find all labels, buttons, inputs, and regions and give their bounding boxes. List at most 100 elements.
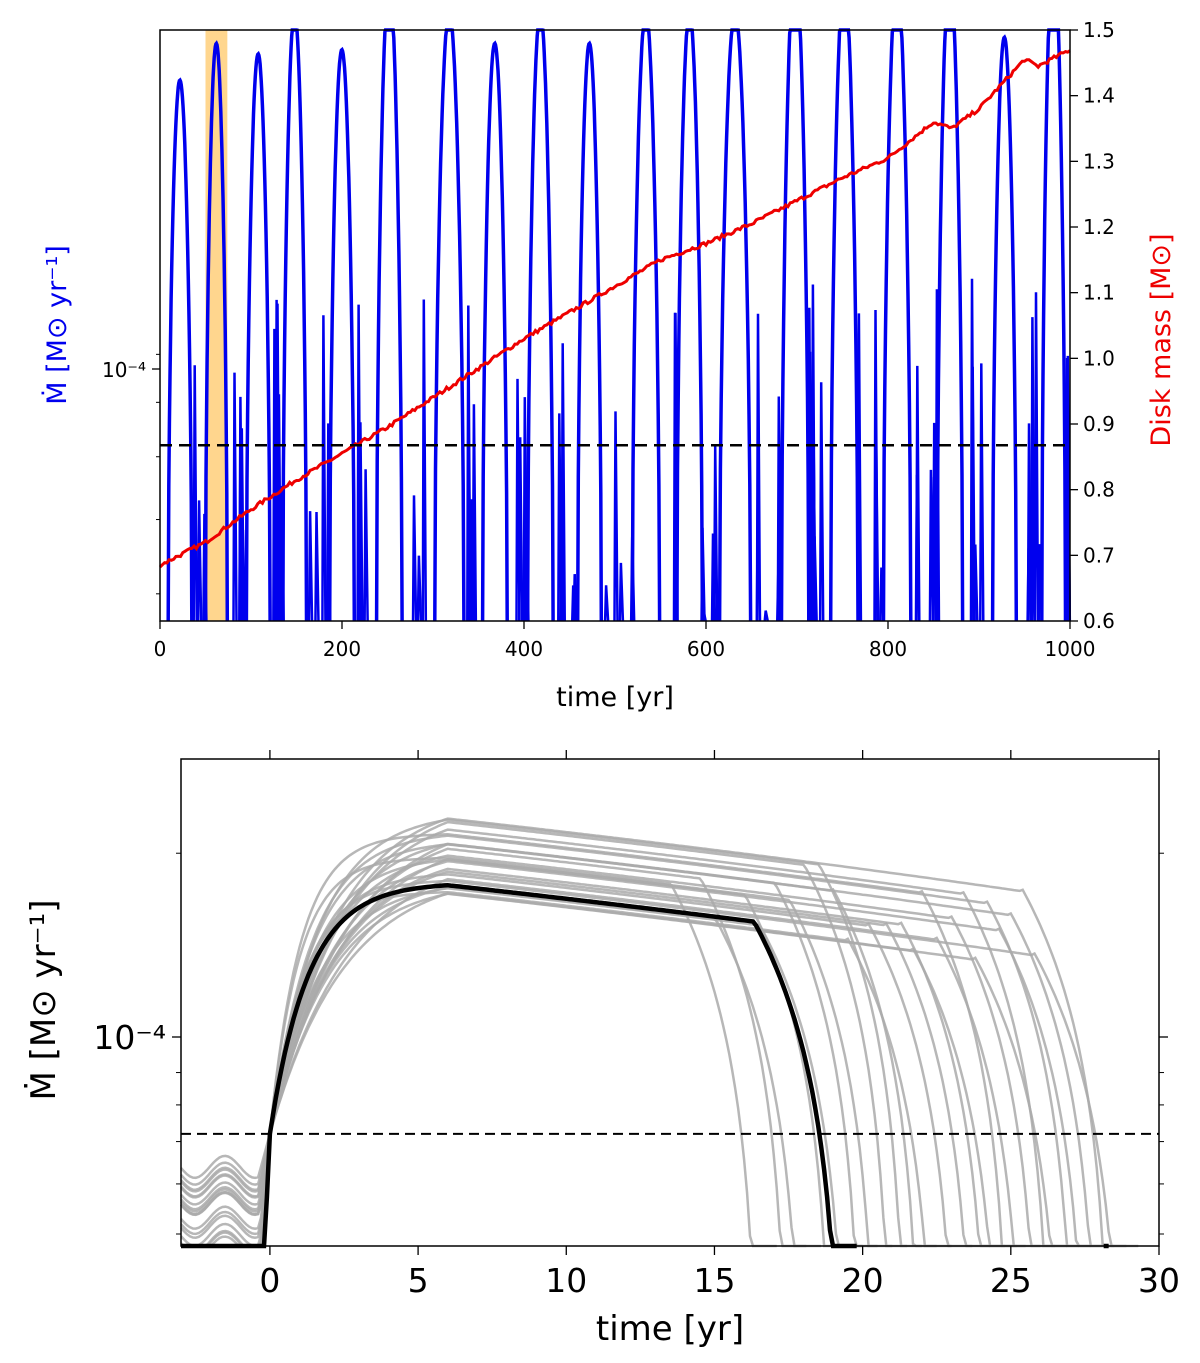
disk-mass-series: [158, 49, 1071, 569]
mdot-burst: [575, 40, 604, 622]
mdot-burst: [281, 28, 309, 622]
mdot-spike: [202, 513, 208, 622]
gray-burst-line: [181, 892, 1079, 1248]
mdot-burst: [1040, 28, 1068, 622]
top-right-y-axis: 0.6 0.7 0.8 0.9 1.0 1.1 1.2 1.3 1.4 1.5: [156, 18, 1115, 633]
mdot-spike: [873, 309, 879, 622]
mdot-burst: [935, 28, 965, 622]
mdot-spike: [613, 411, 619, 622]
mdot-spike: [356, 304, 362, 622]
top-right-y-tick-label: 1.5: [1083, 18, 1115, 42]
mdot-spike: [776, 396, 783, 622]
mdot-spike: [411, 495, 418, 622]
mdot-series: [166, 28, 1072, 622]
mdot-burst: [525, 28, 555, 622]
top-x-tick-label: 600: [687, 637, 725, 661]
mdot-spike: [272, 328, 278, 622]
top-x-tick-label: 800: [869, 637, 907, 661]
mdot-spike: [1064, 357, 1071, 622]
mdot-burst: [828, 28, 860, 622]
bottom-x-tick-label: 20: [842, 1261, 884, 1300]
mdot-spike: [196, 500, 203, 622]
bottom-y-axis: 10⁻⁴: [93, 852, 1168, 1235]
mdot-spike: [524, 477, 530, 622]
gray-burst-line: [180, 833, 1026, 1248]
mdot-spike: [700, 527, 706, 622]
top-left-y-axis-label: Ṁ [M⊙ yr⁻¹]: [41, 245, 73, 405]
top-x-tick-label: 400: [505, 637, 543, 661]
gray-burst-lines: [180, 817, 1139, 1248]
mdot-burst: [717, 28, 753, 622]
bottom-plot-frame: [180, 758, 1160, 1247]
mdot-spike: [307, 511, 314, 622]
mdot-spike: [629, 537, 636, 622]
mdot-spike: [879, 567, 885, 622]
mdot-spike: [807, 351, 814, 622]
gray-burst-line: [181, 842, 1115, 1248]
top-right-y-tick-label: 0.9: [1083, 412, 1115, 436]
mdot-spike: [712, 446, 719, 622]
mdot-spike: [314, 511, 320, 622]
bottom-x-axis-label: time [yr]: [596, 1309, 744, 1349]
mdot-spike: [818, 382, 825, 622]
mdot-burst: [675, 28, 705, 622]
gray-burst-line: [181, 870, 991, 1248]
mdot-spike: [416, 555, 423, 622]
mdot-spike: [238, 453, 244, 622]
mdot-burst: [203, 40, 230, 622]
bottom-x-tick-label: 10: [545, 1261, 587, 1300]
mdot-spike: [515, 378, 521, 622]
top-x-axis-label: time [yr]: [556, 682, 674, 713]
highlighted-burst-line: [181, 882, 857, 1249]
mdot-spike: [232, 372, 238, 622]
gray-burst-line: [180, 892, 1017, 1248]
mdot-spike: [279, 485, 285, 622]
mdot-spike: [618, 562, 625, 622]
mdot-spike: [326, 423, 332, 622]
top-right-y-tick-label: 0.6: [1083, 609, 1115, 633]
bottom-x-tick-label: 25: [990, 1261, 1032, 1300]
mdot-spike: [914, 474, 921, 622]
top-right-y-tick-label: 1.4: [1083, 84, 1115, 108]
mdot-spike: [969, 278, 976, 622]
gray-burst-line: [180, 879, 1139, 1248]
bottom-panel: 0 5 10 15 20 25 30 10⁻⁴ time [yr] Ṁ [M⊙ yr⁻¹]: [24, 750, 1180, 1349]
mdot-spike: [673, 354, 679, 622]
mdot-burst: [433, 28, 466, 622]
top-right-y-axis-label: Disk mass [M⊙]: [1146, 233, 1177, 446]
mdot-burst: [327, 46, 357, 622]
bottom-x-tick-label: 30: [1138, 1261, 1180, 1300]
top-right-y-tick-label: 1.1: [1083, 281, 1115, 305]
mdot-burst: [630, 28, 662, 622]
top-x-tick-label: 0: [154, 637, 167, 661]
gray-burst-line: [180, 867, 1005, 1248]
gray-burst-line: [180, 873, 973, 1248]
mdot-spike: [1033, 292, 1040, 622]
mdot-spike: [466, 305, 472, 622]
bottom-x-tick-label: 15: [693, 1261, 735, 1300]
top-left-y-axis: 10⁻⁴: [102, 358, 160, 382]
mdot-spike: [701, 610, 707, 622]
top-x-tick-label: 1000: [1045, 637, 1096, 661]
mdot-spike: [1030, 317, 1036, 622]
top-x-tick-label: 200: [323, 637, 361, 661]
mdot-spike: [763, 610, 769, 622]
mdot-spike: [603, 585, 610, 622]
mdot-spike: [931, 422, 938, 622]
bottom-x-tick-label: 5: [408, 1261, 429, 1300]
mdot-burst: [244, 50, 272, 622]
top-x-axis: 0 200 400 600 800 1000: [154, 621, 1096, 661]
bottom-y-axis-label: Ṁ [M⊙ yr⁻¹]: [24, 900, 64, 1101]
mdot-spike: [560, 343, 566, 622]
top-right-y-tick-label: 1.0: [1083, 346, 1115, 370]
top-plot-frame: [159, 29, 1071, 622]
top-right-y-tick-label: 1.3: [1083, 149, 1115, 173]
mdot-spike: [192, 365, 198, 622]
top-panel: 0 200 400 600 800 1000 0.6 0.7 0.8 0.9 1.0 1.1 1.2 1…: [41, 18, 1177, 713]
top-right-y-tick-label: 0.7: [1083, 543, 1115, 567]
mdot-burst: [881, 28, 913, 622]
bottom-x-axis: 0 5 10 15 20 25 30: [259, 750, 1180, 1300]
mdot-burst: [779, 28, 811, 622]
gray-burst-line: [181, 834, 1091, 1248]
